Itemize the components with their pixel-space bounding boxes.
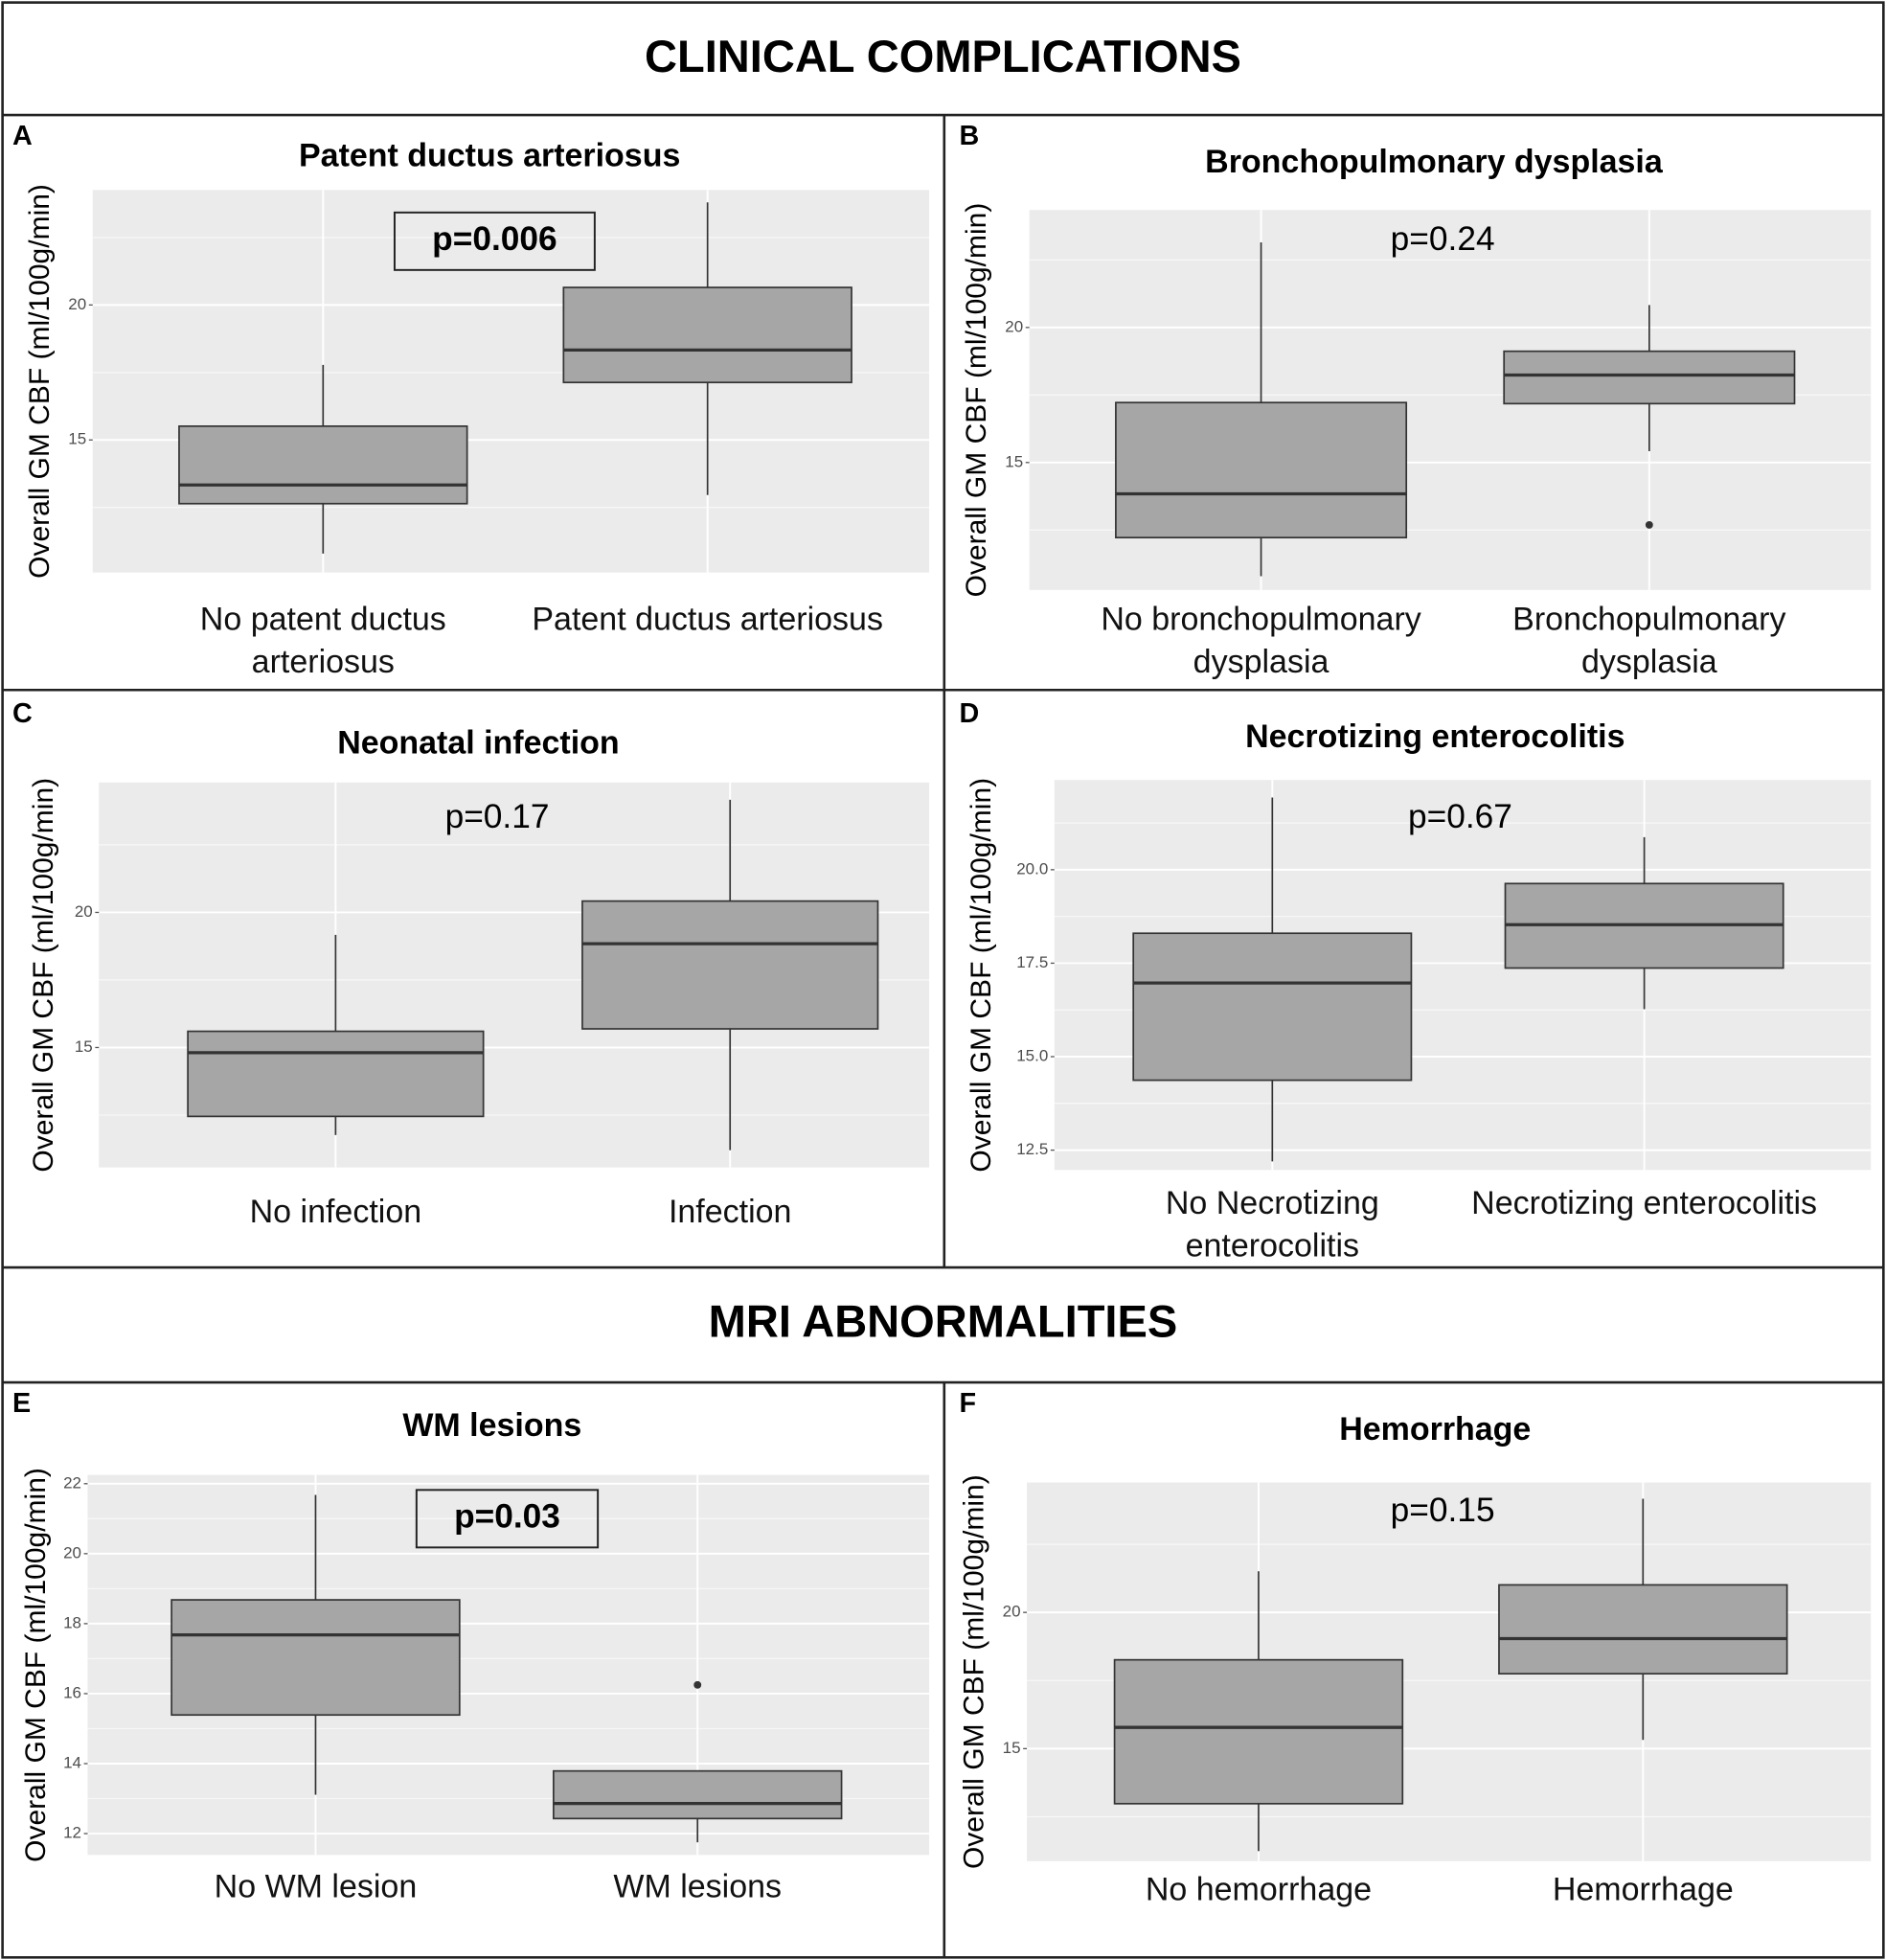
y-tick-label: 15: [68, 430, 86, 448]
panel-letter: F: [959, 1388, 976, 1419]
y-tick-label: 20: [75, 902, 93, 921]
y-tick-label: 18: [63, 1613, 81, 1631]
box: [562, 286, 852, 384]
box: [581, 900, 879, 1030]
panel-letter: E: [12, 1388, 31, 1419]
x-tick-label: Necrotizing enterocolitis: [1471, 1183, 1818, 1221]
section-header: CLINICAL COMPLICATIONS: [645, 31, 1241, 81]
annotation-box: [393, 211, 596, 271]
y-axis-label: Overall GM CBF (ml/100g/min): [958, 1474, 989, 1869]
x-tick-label: No bronchopulmonary dysplasia: [1101, 600, 1421, 680]
y-tick-label: 20: [1005, 317, 1023, 335]
panel-letter: D: [959, 698, 979, 729]
y-tick-label: 12.5: [1016, 1140, 1048, 1158]
y-tick-label: 17.5: [1016, 953, 1048, 971]
x-tick-label: No infection: [249, 1192, 422, 1230]
annotation: p=0.17: [445, 798, 550, 835]
box: [1115, 401, 1408, 539]
annotation: p=0.03: [454, 1498, 560, 1536]
annotation: p=0.24: [1391, 220, 1495, 258]
box: [187, 1030, 485, 1118]
y-tick-label: 12: [63, 1824, 81, 1842]
section-header: MRI ABNORMALITIES: [709, 1296, 1178, 1347]
annotation: p=0.006: [432, 220, 557, 258]
chart-title: Patent ductus arteriosus: [299, 137, 680, 173]
y-tick-label: 15: [1005, 452, 1023, 470]
x-tick-label: Infection: [668, 1192, 792, 1230]
annotation: p=0.67: [1408, 798, 1512, 835]
y-tick-label: 20: [1003, 1603, 1021, 1621]
y-tick-label: 16: [63, 1683, 81, 1701]
y-tick-label: 22: [63, 1473, 81, 1492]
outlier: [1645, 521, 1653, 529]
x-tick-label: Patent ductus arteriosus: [532, 600, 883, 638]
box: [1503, 350, 1796, 405]
box: [1132, 932, 1413, 1082]
y-tick-label: 15: [75, 1037, 93, 1056]
annotation-box: [415, 1489, 600, 1549]
box: [170, 1599, 461, 1717]
x-tick-label: Bronchopulmonary dysplasia: [1512, 600, 1786, 680]
y-tick-label: 15: [1003, 1739, 1021, 1757]
chart-title: Bronchopulmonary dysplasia: [1205, 144, 1664, 180]
y-tick-label: 14: [63, 1753, 81, 1771]
box: [553, 1769, 843, 1820]
y-axis-label: Overall GM CBF (ml/100g/min): [28, 778, 59, 1173]
chart-title: Hemorrhage: [1339, 1411, 1531, 1447]
panel-letter: C: [12, 698, 33, 729]
box: [178, 425, 468, 505]
x-tick-label: Hemorrhage: [1552, 1869, 1734, 1908]
y-axis-label: Overall GM CBF (ml/100g/min): [966, 778, 997, 1173]
x-tick-label: No WM lesion: [214, 1867, 418, 1905]
y-tick-label: 20: [63, 1543, 81, 1561]
y-tick-label: 15.0: [1016, 1047, 1048, 1065]
chart-title: Necrotizing enterocolitis: [1245, 718, 1625, 755]
x-tick-label: No patent ductus arteriosus: [199, 600, 446, 680]
x-tick-label: No hemorrhage: [1145, 1869, 1373, 1908]
x-tick-label: WM lesions: [613, 1867, 783, 1905]
y-axis-label: Overall GM CBF (ml/100g/min): [24, 184, 56, 579]
outlier: [693, 1680, 702, 1689]
x-tick-label: No Necrotizing enterocolitis: [1165, 1183, 1379, 1265]
box: [1498, 1584, 1788, 1675]
y-tick-label: 20.0: [1016, 859, 1048, 877]
y-tick-label: 20: [68, 295, 86, 313]
annotation: p=0.15: [1391, 1492, 1495, 1529]
chart-title: Neonatal infection: [337, 725, 619, 762]
panel-letter: A: [12, 121, 33, 151]
chart-title: WM lesions: [402, 1407, 581, 1444]
y-axis-label: Overall GM CBF (ml/100g/min): [20, 1468, 52, 1862]
panel-letter: B: [959, 121, 979, 151]
box: [1113, 1658, 1404, 1805]
y-axis-label: Overall GM CBF (ml/100g/min): [961, 203, 992, 598]
